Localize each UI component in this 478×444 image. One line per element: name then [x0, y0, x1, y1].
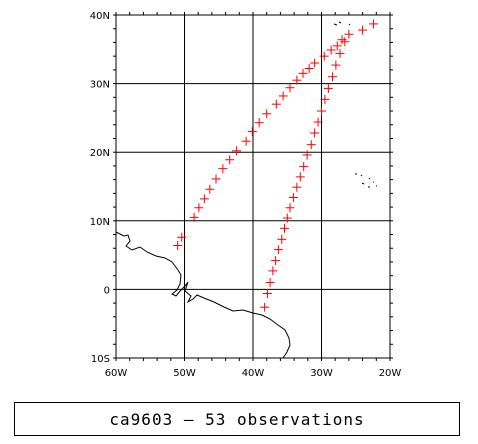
lat-label: 20N [90, 148, 110, 159]
bahamas-islands [333, 21, 351, 26]
lat-label: 10S [91, 354, 110, 365]
observation-marker [335, 48, 345, 58]
observation-marker [232, 146, 242, 156]
observation-marker [205, 184, 215, 194]
cape-verde-islands [355, 173, 377, 188]
observation-marker [262, 109, 272, 119]
lon-label: 20W [379, 368, 402, 379]
observation-marker [199, 194, 209, 204]
observation-marker [282, 213, 292, 223]
observation-marker [268, 266, 278, 276]
lat-label: 10N [90, 217, 110, 228]
lon-label: 30W [310, 368, 333, 379]
observation-marker [295, 172, 305, 182]
observation-marker [369, 19, 379, 29]
observation-marker [320, 94, 330, 104]
lat-label: 0 [104, 285, 110, 296]
observation-marker [292, 182, 302, 192]
observation-marker [288, 192, 298, 202]
observation-marker [177, 232, 187, 242]
lon-label: 60W [105, 368, 128, 379]
observation-marker [285, 203, 295, 213]
observation-marker [332, 41, 342, 51]
observation-marker [173, 240, 183, 250]
observation-marker [225, 155, 235, 165]
observation-marker [313, 117, 323, 127]
observation-marker [247, 127, 257, 137]
observation-marker [273, 245, 283, 255]
caption-box: ca9603 – 53 observations [14, 402, 460, 436]
south-america-coastline [115, 231, 291, 359]
lat-axis-labels: 40N 30N 20N 10N 0 10S [90, 11, 110, 365]
observation-marker [344, 29, 354, 39]
observation-marker [304, 64, 314, 74]
coastlines [115, 21, 377, 359]
observation-marker [285, 83, 295, 93]
observation-marker [280, 223, 290, 233]
caption-text: ca9603 – 53 observations [109, 409, 365, 429]
observation-marker [265, 278, 275, 288]
observation-marker [260, 302, 270, 312]
observation-marker [319, 51, 329, 61]
lat-label: 40N [90, 11, 110, 22]
observation-marker [327, 72, 337, 82]
observation-marker [298, 68, 308, 78]
observation-marker [194, 203, 204, 213]
observation-marker [317, 106, 326, 116]
lon-label: 40W [242, 368, 265, 379]
observation-marker [310, 58, 320, 68]
observation-marker [292, 75, 302, 85]
observation-marker [331, 60, 341, 70]
lon-axis-labels: 60W 50W 40W 30W 20W [105, 368, 402, 379]
observation-marker [271, 256, 281, 266]
lon-label: 50W [173, 368, 196, 379]
observation-marker [254, 118, 264, 128]
observation-marker [306, 140, 316, 150]
observation-marker [310, 128, 320, 138]
observation-marker [299, 162, 309, 172]
observation-marker [218, 164, 228, 174]
observation-marker [302, 150, 312, 160]
observation-marker [358, 25, 368, 35]
observation-marker [277, 234, 287, 244]
observation-marker [278, 91, 288, 101]
map-grid [113, 12, 393, 361]
observation-marker [326, 45, 336, 55]
lat-label: 30N [90, 80, 110, 91]
observation-marker [323, 83, 333, 93]
observation-marker [262, 289, 272, 299]
observation-marker [271, 99, 281, 109]
observation-marker [189, 212, 199, 222]
observation-marker [241, 136, 251, 146]
track-markers [173, 19, 379, 312]
observation-marker [211, 174, 221, 184]
observation-marker [340, 37, 350, 47]
